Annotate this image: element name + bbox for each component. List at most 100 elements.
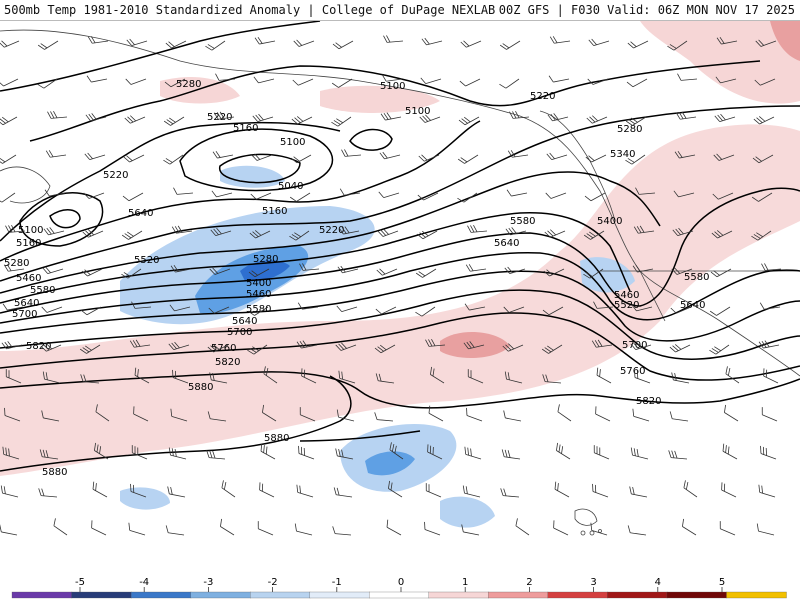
wind-barb — [337, 265, 359, 274]
contour-label: 5220 — [319, 225, 344, 236]
wind-barb — [590, 522, 608, 536]
wind-barb — [634, 369, 651, 384]
contour-line — [19, 192, 104, 247]
legend-tick-label: -3 — [203, 577, 213, 588]
wind-barb — [247, 344, 268, 355]
legend-tick-label: -4 — [139, 577, 149, 588]
contour-label: 5280 — [617, 124, 642, 135]
wind-barb — [759, 302, 781, 310]
wind-barb — [299, 407, 316, 422]
legend-tick-label: 0 — [398, 577, 404, 588]
wind-barb — [377, 228, 399, 237]
wind-barb — [544, 229, 566, 238]
wind-barb — [123, 154, 145, 163]
wind-barb — [168, 341, 190, 351]
wind-barb — [500, 488, 520, 498]
legend-tick-label: 2 — [526, 577, 532, 588]
wind-barb — [467, 224, 488, 233]
wind-barb — [674, 150, 696, 159]
legend-swatch — [607, 591, 668, 599]
contour-labels: 5280 5100 5220 5160 5100 5040 5220 5160 … — [4, 79, 709, 478]
wind-barb — [419, 114, 441, 123]
wind-barb — [335, 342, 357, 351]
wind-barb — [211, 190, 233, 198]
legend-ticks: -5 -4 -3 -2 -1 0 1 2 3 4 5 — [75, 577, 725, 592]
wind-barb — [554, 481, 570, 498]
wind-barb — [263, 366, 278, 384]
wind-barb — [92, 481, 108, 498]
contour-line — [0, 21, 321, 92]
wind-barb — [130, 483, 147, 498]
anomaly-color-legend: -5 -4 -3 -2 -1 0 1 2 3 4 5 — [0, 574, 800, 600]
wind-barb — [504, 266, 526, 275]
wind-barb — [630, 341, 652, 351]
wind-barb — [553, 520, 569, 536]
wind-barb — [299, 263, 320, 271]
wind-barb — [259, 482, 275, 498]
wind-barb — [428, 405, 444, 422]
wind-barb — [635, 187, 656, 195]
wind-barb — [0, 40, 20, 48]
contour-line — [179, 128, 334, 192]
contour-label: 5700 — [622, 340, 647, 351]
map-title: 500mb Temp 1981-2010 Standardized Anomal… — [4, 3, 496, 17]
wind-barb — [168, 447, 187, 460]
wind-barb — [5, 369, 22, 384]
wind-barb — [716, 36, 738, 45]
contour-line — [49, 209, 81, 229]
contour-line — [349, 128, 393, 151]
wind-barb — [44, 189, 66, 197]
wind-barb — [248, 268, 270, 278]
wind-barb — [163, 116, 185, 126]
wind-barb — [338, 370, 356, 384]
wind-barb — [596, 367, 612, 384]
wind-barb — [418, 154, 440, 162]
wind-barb — [760, 445, 777, 460]
wind-barb — [0, 78, 19, 87]
contour-label: 5220 — [103, 170, 128, 181]
wind-barb — [751, 192, 773, 202]
map-header: 500mb Temp 1981-2010 Standardized Anomal… — [0, 0, 800, 21]
wind-barb — [753, 116, 775, 125]
contour-label: 5460 — [614, 290, 639, 301]
wind-barb — [209, 267, 231, 275]
contour-line — [459, 378, 800, 407]
wind-barb — [673, 190, 695, 198]
wind-barb — [37, 40, 59, 50]
wind-barb — [546, 152, 568, 161]
contour-label: 5700 — [227, 327, 252, 338]
wind-barb — [41, 306, 63, 313]
wind-barb — [632, 408, 650, 422]
wind-barb — [170, 264, 192, 273]
wind-barb — [297, 302, 319, 310]
wind-barb — [165, 40, 187, 49]
contour-label: 5160 — [16, 238, 41, 249]
wind-barb — [548, 75, 570, 83]
cold-anomaly-region — [120, 487, 170, 510]
cold-anomaly-region — [365, 451, 415, 476]
wind-barb — [710, 268, 732, 278]
wind-barb — [79, 344, 101, 354]
warm-anomaly-region — [770, 21, 800, 61]
wind-barb — [298, 445, 315, 460]
wind-barb — [389, 442, 404, 460]
contour-line — [0, 375, 352, 472]
wind-barb — [421, 37, 443, 46]
legend-swatch — [726, 591, 787, 599]
wind-barb — [336, 305, 358, 313]
contour-label: 5040 — [278, 181, 303, 192]
wind-barb — [47, 110, 68, 119]
wind-barb — [83, 192, 105, 199]
wind-barb — [675, 111, 697, 120]
legend-swatch — [130, 591, 192, 599]
wind-barb — [545, 192, 567, 199]
wind-barb — [460, 40, 482, 48]
wind-barb — [626, 78, 648, 88]
wind-barb — [683, 480, 698, 498]
wind-barb — [289, 192, 311, 202]
wind-barb — [335, 448, 354, 460]
wind-barb — [461, 524, 480, 536]
wind-barb — [208, 306, 230, 314]
wind-barb — [632, 264, 654, 273]
wind-barb — [542, 306, 564, 316]
